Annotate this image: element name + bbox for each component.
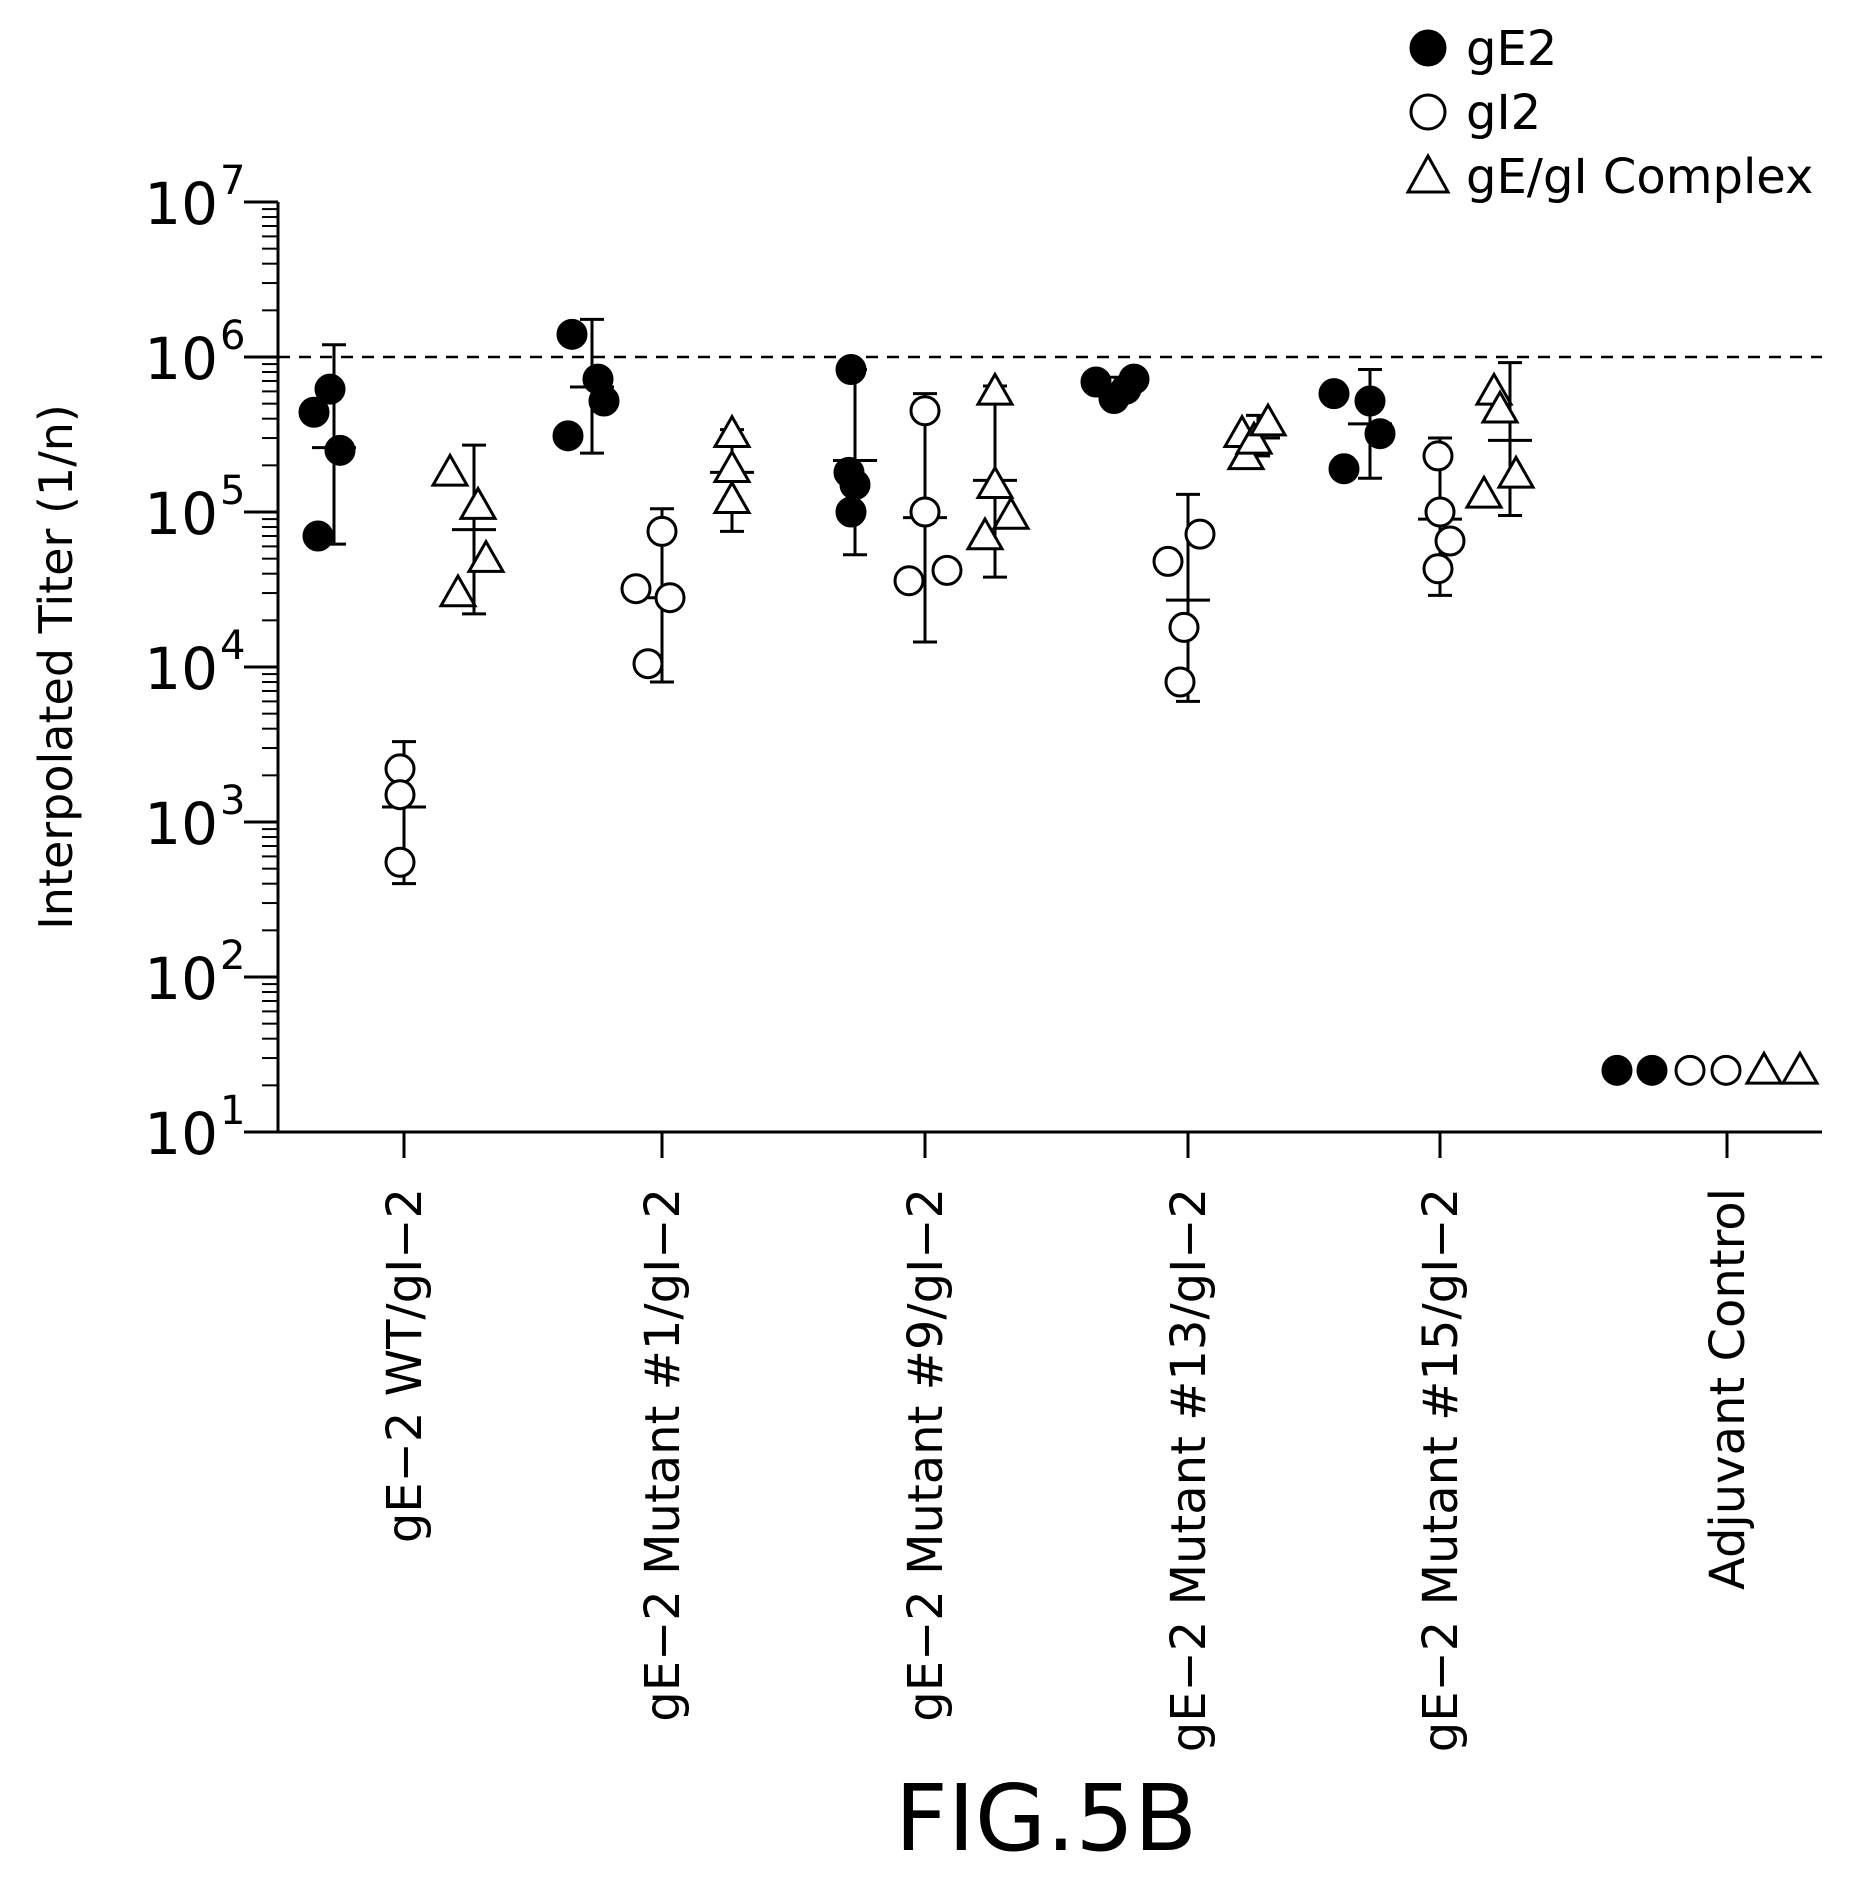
data-point xyxy=(1168,611,1200,643)
data-point xyxy=(620,573,652,605)
data-point xyxy=(1248,402,1288,437)
legend-label: gE2 xyxy=(1466,21,1557,77)
data-point xyxy=(1710,1054,1742,1086)
data-point xyxy=(991,495,1031,530)
data-point xyxy=(909,395,941,427)
data-point xyxy=(712,479,752,514)
data-point xyxy=(1422,553,1454,585)
data-point xyxy=(384,753,416,785)
x-tick-label: gE−2 Mutant #9/gI−2 xyxy=(898,1188,954,1722)
y-tick-base: 10 xyxy=(144,1100,218,1168)
data-point xyxy=(965,515,1005,551)
data-point xyxy=(909,496,941,528)
data-point xyxy=(835,354,867,386)
data-point xyxy=(298,396,330,428)
data-point xyxy=(835,496,867,528)
data-point xyxy=(1601,1054,1633,1086)
y-tick-label: 10 xyxy=(144,325,218,393)
data-point xyxy=(556,318,588,350)
data-point xyxy=(1184,518,1216,550)
legend-marker xyxy=(1409,29,1447,67)
y-tick-exponent: 4 xyxy=(220,623,245,669)
data-point xyxy=(893,565,925,597)
y-tick-label: 10 xyxy=(144,480,218,548)
y-tick-base: 10 xyxy=(144,480,218,548)
data-point xyxy=(1636,1054,1668,1086)
data-point xyxy=(384,779,416,811)
legend-label: gI2 xyxy=(1466,85,1541,141)
y-tick-exponent: 2 xyxy=(220,933,245,979)
y-tick-label: 10 xyxy=(144,170,218,238)
data-point xyxy=(1118,363,1150,395)
data-point xyxy=(1328,453,1360,485)
x-tick-label: gE−2 Mutant #13/gI−2 xyxy=(1161,1188,1217,1752)
y-tick-label: 10 xyxy=(144,635,218,703)
data-point xyxy=(302,520,334,552)
data-point xyxy=(438,573,478,608)
data-point xyxy=(1422,440,1454,472)
data-point xyxy=(1234,420,1274,455)
data-point xyxy=(1464,474,1504,509)
data-point xyxy=(1364,418,1396,450)
y-tick-label: 10 xyxy=(144,790,218,858)
data-point xyxy=(552,420,584,452)
data-point xyxy=(839,469,871,501)
y-tick-base: 10 xyxy=(144,790,218,858)
data-point xyxy=(1480,389,1520,424)
data-point xyxy=(1164,666,1196,698)
data-point xyxy=(314,373,346,405)
data-point xyxy=(466,538,506,573)
data-point xyxy=(975,371,1015,406)
data-point xyxy=(1744,1050,1784,1085)
y-tick-base: 10 xyxy=(144,635,218,703)
data-point xyxy=(1496,454,1536,489)
x-tick-label: gE−2 Mutant #1/gI−2 xyxy=(635,1188,691,1722)
data-point xyxy=(632,648,664,680)
x-tick-label: Adjuvant Control xyxy=(1700,1188,1756,1590)
data-point xyxy=(712,448,752,484)
x-tick-label: gE−2 Mutant #15/gI−2 xyxy=(1413,1188,1469,1752)
x-tick-label: gE−2 WT/gI−2 xyxy=(377,1188,433,1543)
y-tick-exponent: 5 xyxy=(220,468,245,514)
data-point xyxy=(324,434,356,466)
y-tick-exponent: 6 xyxy=(220,313,245,359)
legend-label: gE/gI Complex xyxy=(1466,149,1813,205)
y-tick-label: 10 xyxy=(144,945,218,1013)
y-tick-base: 10 xyxy=(144,170,218,238)
y-tick-exponent: 7 xyxy=(220,158,245,204)
data-point xyxy=(931,554,963,586)
data-marks xyxy=(298,317,1820,1086)
data-point xyxy=(1424,496,1456,528)
data-point xyxy=(1780,1050,1820,1085)
data-point xyxy=(1674,1054,1706,1086)
y-axis-label: Interpolated Titer (1/n) xyxy=(29,404,83,930)
y-tick-base: 10 xyxy=(144,945,218,1013)
data-point xyxy=(712,413,752,448)
data-point xyxy=(588,385,620,417)
data-point xyxy=(646,515,678,547)
data-point xyxy=(430,452,470,487)
data-point xyxy=(1152,545,1184,577)
legend-marker xyxy=(1405,152,1451,194)
y-tick-label: 10 xyxy=(144,1100,218,1168)
data-point xyxy=(654,582,686,614)
legend-marker xyxy=(1409,93,1447,131)
legend: gE2 gI2 gE/gI Complex xyxy=(1405,21,1813,205)
data-point xyxy=(1318,378,1350,410)
data-point xyxy=(1434,525,1466,557)
data-point xyxy=(975,464,1015,499)
y-tick-exponent: 3 xyxy=(220,778,245,824)
data-point xyxy=(384,846,416,878)
figure-label: FIG.5B xyxy=(895,1765,1197,1872)
data-point xyxy=(458,485,498,520)
y-tick-exponent: 1 xyxy=(220,1088,245,1134)
y-tick-base: 10 xyxy=(144,325,218,393)
data-point xyxy=(1354,385,1386,417)
